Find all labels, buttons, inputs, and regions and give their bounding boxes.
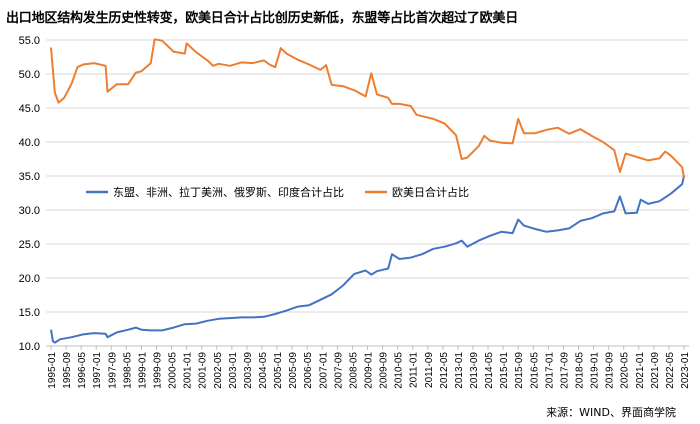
x-axis-ticks: 1995-01 1995-09 1996-05 1997-01 1997-09 1998-…: [47, 346, 691, 389]
series-line-asean-etc: [50, 175, 685, 344]
x-tick-label: 2017-01: [544, 352, 555, 389]
x-tick-label: 2002-05: [213, 352, 224, 389]
x-tick-label: 2019-09: [605, 352, 616, 389]
x-tick-label: 2015-01: [499, 352, 510, 389]
x-tick-label: 2013-01: [454, 352, 465, 389]
legend: 东盟、非洲、拉丁美洲、俄罗斯、印度合计占比 欧美日合计占比: [86, 185, 469, 199]
y-tick-label: 55.0: [19, 35, 40, 47]
x-tick-label: 2013-09: [469, 352, 480, 389]
x-tick-label: 2022-05: [665, 352, 676, 389]
x-tick-label: 2012-05: [439, 352, 450, 389]
x-tick-label: 2017-09: [559, 352, 570, 389]
x-tick-label: 2015-09: [514, 352, 525, 389]
x-tick-label: 2007-09: [333, 352, 344, 389]
x-tick-label: 1999-01: [137, 352, 148, 389]
y-tick-label: 50.0: [19, 69, 40, 81]
x-tick-label: 2005-09: [288, 352, 299, 389]
x-tick-label: 2005-01: [273, 352, 284, 389]
x-tick-label: 2016-05: [529, 352, 540, 389]
x-tick-label: 2009-09: [379, 352, 390, 389]
y-tick-label: 20.0: [19, 273, 40, 285]
y-tick-label: 40.0: [19, 137, 40, 149]
y-tick-label: 35.0: [19, 171, 40, 183]
x-tick-label: 2018-05: [575, 352, 586, 389]
x-tick-label: 2019-01: [590, 352, 601, 389]
x-tick-label: 2003-09: [243, 352, 254, 389]
x-tick-label: 1997-09: [107, 352, 118, 389]
x-tick-label: 2001-09: [198, 352, 209, 389]
y-tick-label: 25.0: [19, 239, 40, 251]
x-tick-label: 2021-01: [635, 352, 646, 389]
x-tick-label: 1999-09: [153, 352, 164, 389]
y-tick-label: 15.0: [19, 307, 40, 319]
x-tick-label: 2014-05: [484, 352, 495, 389]
x-tick-label: 2009-01: [364, 352, 375, 389]
x-tick-label: 2011-01: [409, 352, 420, 388]
x-tick-label: 2011-09: [424, 352, 435, 388]
x-tick-label: 2003-01: [228, 352, 239, 389]
y-axis-ticks: 10.0 15.0 20.0 25.0 30.0 35.0 40.0 45.0 50.0 55.0: [19, 35, 40, 353]
x-tick-label: 1995-01: [47, 352, 58, 389]
x-tick-label: 2004-05: [258, 352, 269, 389]
chart-title: 出口地区结构发生历史性转变，欧美日合计占比创历史新低，东盟等占比首次超过了欧美日: [6, 11, 519, 26]
x-tick-label: 1995-09: [62, 352, 73, 389]
x-tick-label: 1998-05: [122, 352, 133, 389]
x-tick-label: 2008-05: [348, 352, 359, 389]
x-tick-label: 1996-05: [77, 352, 88, 389]
x-tick-label: 2000-05: [168, 352, 179, 389]
x-tick-label: 2021-09: [650, 352, 661, 389]
x-tick-label: 2001-01: [183, 352, 194, 389]
x-tick-label: 1997-01: [92, 352, 103, 389]
y-tick-label: 30.0: [19, 205, 40, 217]
series-line-eu-us-jp: [50, 38, 685, 178]
x-tick-label: 2006-05: [303, 352, 314, 389]
x-tick-label: 2023-01: [680, 352, 691, 389]
x-tick-label: 2007-01: [318, 352, 329, 389]
legend-label: 欧美日合计占比: [392, 185, 469, 199]
legend-label: 东盟、非洲、拉丁美洲、俄罗斯、印度合计占比: [113, 185, 344, 199]
series-lines: [50, 38, 685, 344]
y-tick-label: 45.0: [19, 103, 40, 115]
y-tick-label: 10.0: [19, 341, 40, 353]
x-tick-label: 2020-05: [620, 352, 631, 389]
source-note: 来源：WIND、界面商学院: [546, 406, 676, 419]
x-tick-label: 2010-05: [394, 352, 405, 389]
